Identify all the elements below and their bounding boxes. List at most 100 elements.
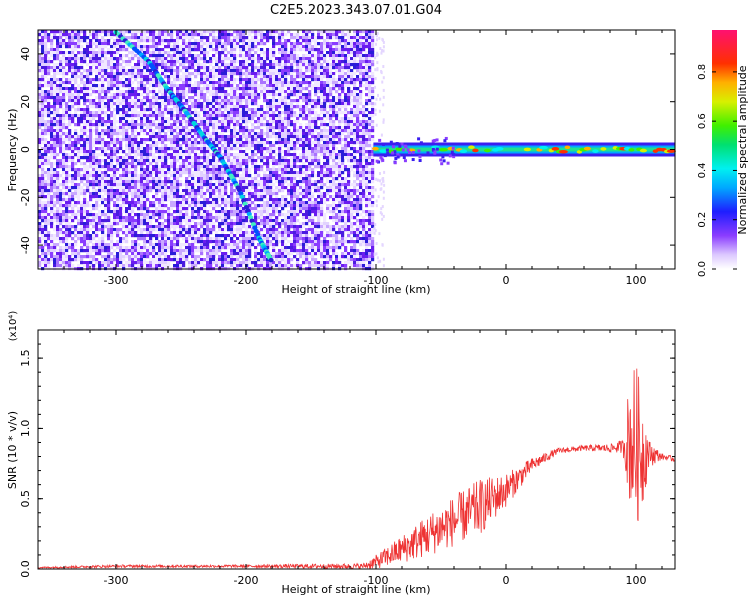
noise-cell <box>305 36 309 40</box>
noise-cell <box>239 96 243 100</box>
noise-cell <box>137 150 141 154</box>
noise-cell <box>317 60 321 64</box>
noise-cell <box>179 123 183 127</box>
noise-cell <box>302 144 306 148</box>
noise-cell <box>320 147 324 151</box>
noise-cell <box>263 177 267 181</box>
noise-cell <box>173 51 177 55</box>
noise-cell <box>371 144 375 148</box>
noise-cell <box>326 117 330 121</box>
noise-cell <box>149 105 153 109</box>
noise-cell <box>365 159 369 163</box>
noise-cell <box>89 114 93 118</box>
noise-cell <box>308 84 312 88</box>
noise-cell <box>326 42 330 46</box>
noise-cell <box>164 39 168 43</box>
noise-cell <box>242 42 246 46</box>
noise-cell <box>218 87 222 91</box>
noise-cell <box>80 30 84 34</box>
noise-cell <box>239 177 243 181</box>
noise-cell <box>314 147 318 151</box>
noise-cell <box>128 57 132 61</box>
noise-cell <box>350 99 354 103</box>
noise-cell <box>353 99 357 103</box>
noise-cell <box>134 75 138 79</box>
noise-cell <box>146 174 150 178</box>
noise-cell <box>305 186 309 190</box>
noise-cell <box>182 39 186 43</box>
noise-cell <box>98 93 102 97</box>
noise-cell <box>44 141 48 145</box>
noise-cell <box>185 93 189 97</box>
noise-cell <box>149 36 153 40</box>
noise-cell <box>104 114 108 118</box>
noise-cell <box>206 84 210 88</box>
noise-cell <box>116 60 120 64</box>
noise-cell <box>179 126 183 130</box>
noise-cell <box>182 66 186 70</box>
noise-cell <box>326 66 330 70</box>
noise-cell <box>188 78 192 82</box>
noise-cell <box>251 153 255 157</box>
noise-cell <box>338 87 342 91</box>
noise-cell <box>185 132 189 136</box>
noise-cell <box>254 87 258 91</box>
noise-cell <box>305 105 309 109</box>
noise-cell <box>233 129 237 133</box>
noise-cell <box>278 75 282 79</box>
noise-cell <box>314 165 318 169</box>
noise-cell <box>314 138 318 142</box>
noise-cell <box>104 177 108 181</box>
noise-cell <box>356 33 360 37</box>
noise-cell <box>80 51 84 55</box>
noise-cell <box>131 147 135 151</box>
noise-cell <box>188 180 192 184</box>
noise-cell <box>146 168 150 172</box>
noise-cell <box>260 153 264 157</box>
noise-cell <box>233 90 237 94</box>
noise-cell <box>347 135 351 139</box>
noise-cell <box>143 186 147 190</box>
noise-cell <box>215 117 219 121</box>
noise-cell <box>278 51 282 55</box>
noise-cell <box>134 72 138 76</box>
noise-cell <box>281 33 285 37</box>
noise-cell <box>212 87 216 91</box>
noise-cell <box>299 141 303 145</box>
noise-cell <box>263 51 267 55</box>
noise-cell <box>164 153 168 157</box>
noise-cell <box>302 48 306 52</box>
noise-cell <box>251 108 255 112</box>
noise-cell <box>149 39 153 43</box>
noise-cell <box>266 150 270 154</box>
noise-cell <box>248 51 252 55</box>
noise-cell <box>239 81 243 85</box>
noise-cell <box>143 39 147 43</box>
noise-cell <box>299 186 303 190</box>
noise-cell <box>242 144 246 148</box>
noise-cell <box>56 189 60 193</box>
noise-cell <box>98 162 102 166</box>
noise-cell <box>197 147 201 151</box>
noise-cell <box>155 150 159 154</box>
noise-cell <box>203 75 207 79</box>
noise-cell <box>323 162 327 166</box>
noise-cell <box>326 111 330 115</box>
noise-cell <box>176 66 180 70</box>
noise-cell <box>62 111 66 115</box>
noise-cell <box>218 105 222 109</box>
noise-cell <box>344 42 348 46</box>
noise-cell <box>218 186 222 190</box>
noise-cell <box>326 138 330 142</box>
noise-cell <box>260 30 264 34</box>
noise-cell <box>164 111 168 115</box>
noise-cell <box>287 30 291 34</box>
noise-cell <box>59 66 63 70</box>
noise-cell <box>59 129 63 133</box>
noise-cell <box>50 168 54 172</box>
noise-cell <box>143 159 147 163</box>
noise-cell <box>332 108 336 112</box>
noise-cell <box>125 180 129 184</box>
noise-cell <box>134 42 138 46</box>
noise-cell <box>194 42 198 46</box>
